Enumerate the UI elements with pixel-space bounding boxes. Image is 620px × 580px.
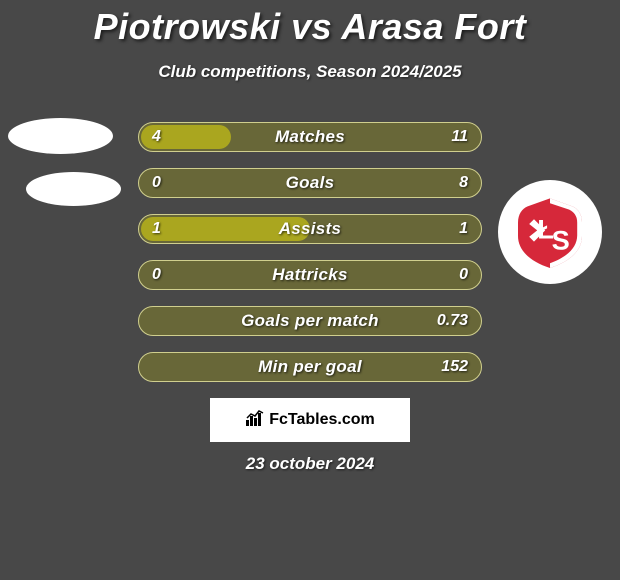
stat-label: Min per goal bbox=[138, 352, 482, 382]
stat-label: Goals bbox=[138, 168, 482, 198]
comparison-subtitle: Club competitions, Season 2024/2025 bbox=[0, 62, 620, 82]
attribution-badge: FcTables.com bbox=[210, 398, 410, 442]
snapshot-date: 23 october 2024 bbox=[0, 454, 620, 474]
avatar-placeholder-1 bbox=[8, 118, 113, 154]
stat-label: Hattricks bbox=[138, 260, 482, 290]
stat-bar-row: 411Matches bbox=[138, 122, 482, 152]
avatar-placeholder-2 bbox=[26, 172, 121, 206]
svg-text:S: S bbox=[552, 225, 570, 256]
stat-label: Assists bbox=[138, 214, 482, 244]
stat-bar-row: 0.73Goals per match bbox=[138, 306, 482, 336]
comparison-title: Piotrowski vs Arasa Fort bbox=[0, 0, 620, 48]
right-player-club-logo: Ł S bbox=[498, 180, 602, 284]
attribution-text: FcTables.com bbox=[269, 411, 375, 429]
left-player-badges bbox=[8, 118, 121, 206]
stats-bars: 411Matches 08Goals 11Assists 00Hattricks 0.7… bbox=[138, 122, 482, 398]
stat-label: Goals per match bbox=[138, 306, 482, 336]
stat-bar-row: 11Assists bbox=[138, 214, 482, 244]
stat-bar-row: 152Min per goal bbox=[138, 352, 482, 382]
stat-bar-row: 00Hattricks bbox=[138, 260, 482, 290]
club-logo-icon: Ł S bbox=[510, 192, 590, 272]
stat-bar-row: 08Goals bbox=[138, 168, 482, 198]
stat-label: Matches bbox=[138, 122, 482, 152]
chart-icon bbox=[245, 410, 265, 431]
